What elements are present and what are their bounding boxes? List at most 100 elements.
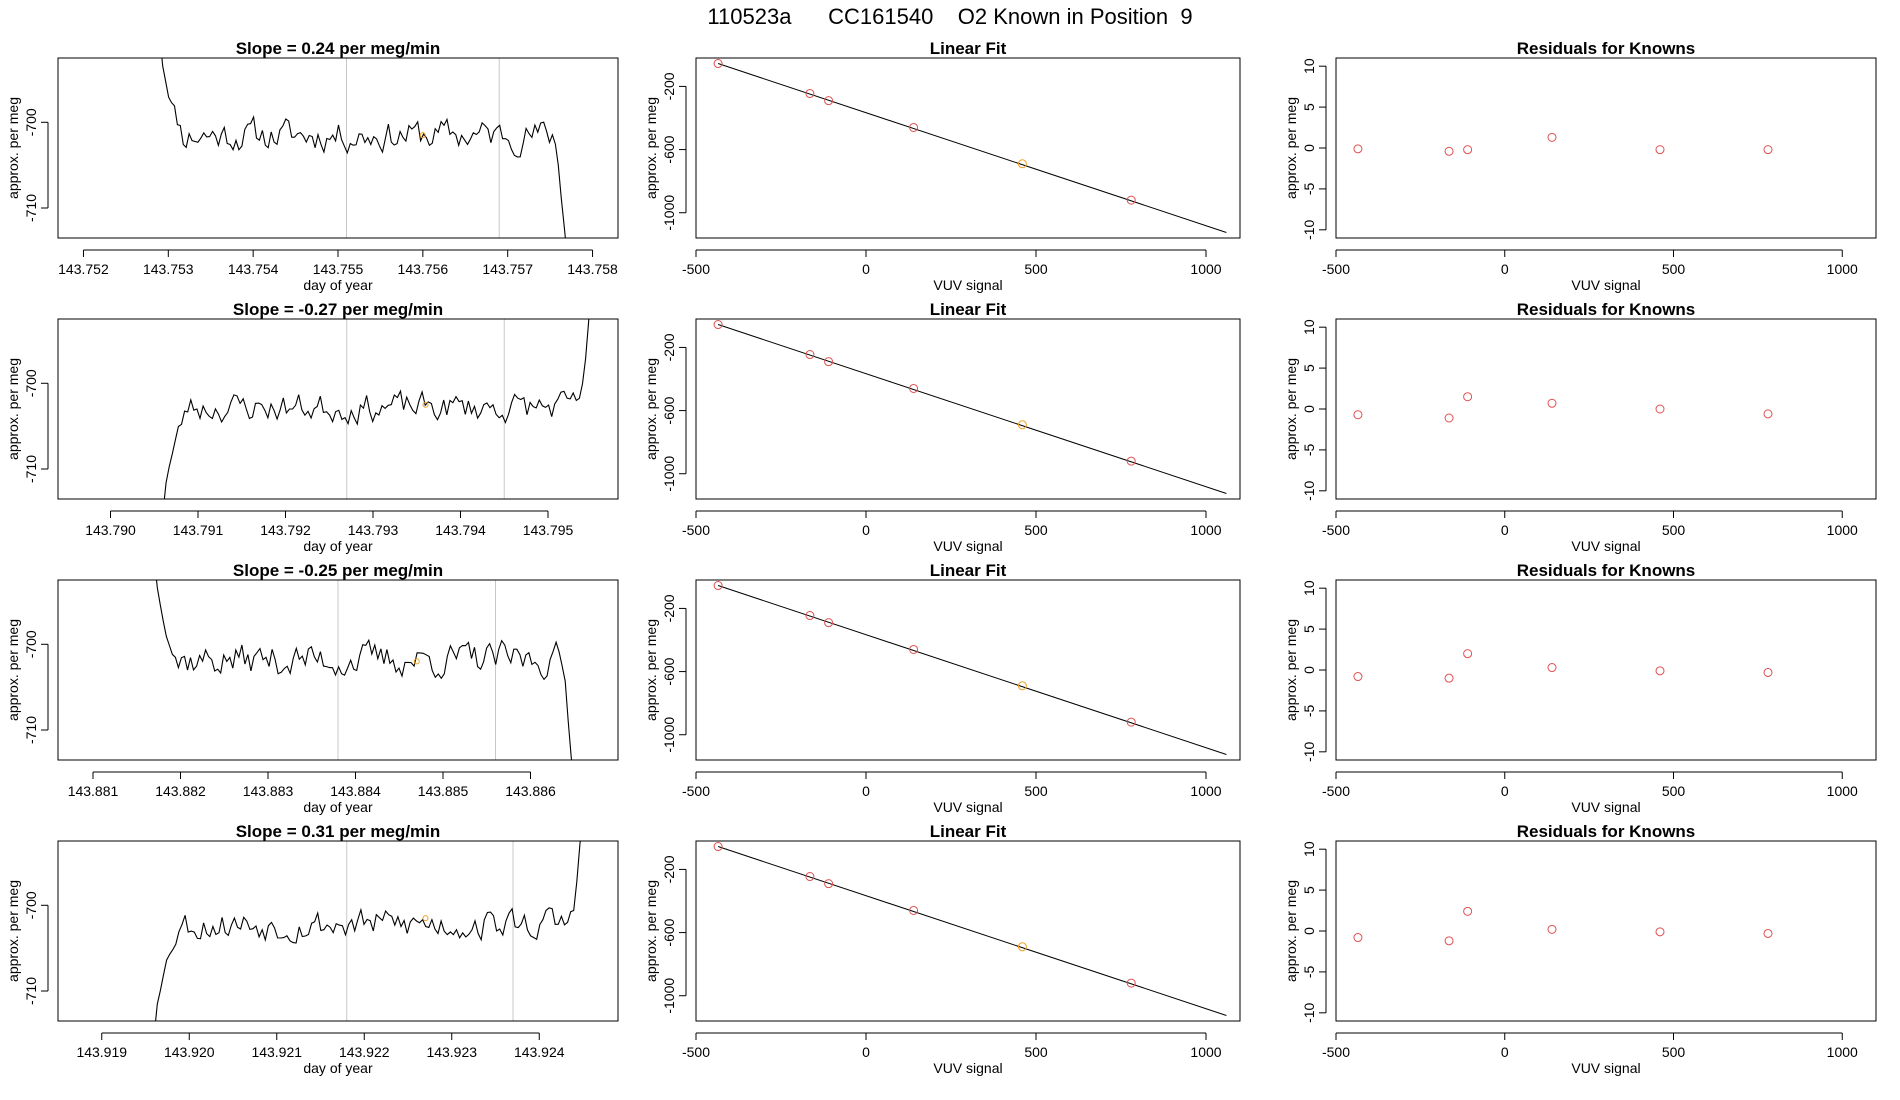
fit-point-3 — [909, 383, 919, 393]
x-tick-label: 0 — [1501, 522, 1509, 538]
panel-line-r1c0: Slope = -0.27 per meg/min day of year appr… — [5, 300, 619, 554]
residual-point-4 — [1655, 404, 1665, 414]
residual-point-5 — [1763, 145, 1773, 155]
x-tick-label: 500 — [1662, 522, 1686, 538]
panel-bar_fit-r3c1: Linear Fit VUV signal approx. per meg -500 0… — [643, 822, 1241, 1076]
y-axis-label: approx. per meg — [643, 358, 659, 460]
y-tick-label: 10 — [1301, 319, 1317, 335]
y-axis-label: approx. per meg — [5, 97, 21, 199]
y-tick-label: 5 — [1301, 625, 1317, 633]
x-tick-label: 1000 — [1827, 783, 1858, 799]
x-tick-label: 143.919 — [76, 1044, 127, 1060]
x-tick-label: 500 — [1024, 261, 1048, 277]
residual-point-0 — [1353, 410, 1363, 420]
y-tick-label: 5 — [1301, 103, 1317, 111]
y-axis-label: approx. per meg — [643, 880, 659, 982]
x-tick-label: -500 — [682, 783, 710, 799]
x-tick-label: 143.752 — [58, 261, 109, 277]
fit-point-4 — [1017, 420, 1027, 430]
residual-point-0 — [1353, 933, 1363, 943]
x-tick-label: 143.792 — [260, 522, 311, 538]
x-tick-label: 143.757 — [482, 261, 533, 277]
y-axis-label: approx. per meg — [1283, 97, 1299, 199]
current-sample-point — [422, 401, 429, 408]
x-tick-label: 143.923 — [426, 1044, 477, 1060]
x-tick-label: 143.791 — [173, 522, 224, 538]
plot-area — [713, 320, 1227, 494]
x-tick-label: 143.754 — [228, 261, 279, 277]
plot-area — [713, 842, 1227, 1016]
x-tick-label: 143.793 — [348, 522, 399, 538]
fit-point-3 — [909, 644, 919, 654]
residual-point-4 — [1655, 927, 1665, 937]
plot-frame — [695, 579, 1241, 761]
plot-area — [155, 580, 573, 760]
x-tick-label: 143.886 — [505, 783, 556, 799]
residual-point-0 — [1353, 672, 1363, 682]
x-tick-label: 0 — [862, 261, 870, 277]
x-axis-label: VUV signal — [1571, 538, 1640, 554]
fit-line — [717, 324, 1227, 494]
y-tick-label: 5 — [1301, 886, 1317, 894]
fit-point-4 — [1017, 942, 1027, 952]
y-tick-label: -5 — [1301, 443, 1317, 456]
x-axis-label: day of year — [303, 538, 373, 554]
panel-line-r2c0: Slope = -0.25 per meg/min day of year appr… — [5, 561, 619, 815]
x-tick-label: 1000 — [1190, 522, 1221, 538]
y-tick-label: -710 — [23, 977, 39, 1005]
plot-frame — [1335, 318, 1877, 500]
plot-frame — [57, 579, 619, 761]
current-sample-point — [413, 658, 420, 665]
x-tick-label: 143.795 — [523, 522, 574, 538]
x-tick-label: 0 — [862, 783, 870, 799]
y-tick-label: 10 — [1301, 580, 1317, 596]
y-tick-label: 10 — [1301, 58, 1317, 74]
residual-point-2 — [1463, 906, 1473, 916]
residual-point-5 — [1763, 409, 1773, 419]
x-tick-label: 143.922 — [339, 1044, 390, 1060]
y-axis-label: approx. per meg — [5, 619, 21, 721]
plot-frame — [695, 840, 1241, 1022]
panel-scatter-r0c2: Residuals for Knowns VUV signal approx. pe… — [1283, 39, 1877, 293]
x-tick-label: 500 — [1024, 1044, 1048, 1060]
y-tick-label: -700 — [23, 630, 39, 658]
fit-point-5 — [1126, 195, 1136, 205]
panel-title: Residuals for Knowns — [1517, 39, 1696, 58]
y-tick-label: -10 — [1301, 480, 1317, 500]
y-tick-label: 0 — [1301, 144, 1317, 152]
x-axis-label: day of year — [303, 799, 373, 815]
plot-frame — [57, 57, 619, 239]
y-axis-label: approx. per meg — [1283, 880, 1299, 982]
x-tick-label: 143.921 — [251, 1044, 302, 1060]
y-tick-label: -710 — [23, 716, 39, 744]
y-axis-label: approx. per meg — [5, 880, 21, 982]
y-tick-label: 0 — [1301, 405, 1317, 413]
residual-point-1 — [1444, 936, 1454, 946]
data-trace — [161, 58, 566, 238]
x-tick-label: 143.924 — [514, 1044, 565, 1060]
fit-line — [717, 846, 1227, 1016]
x-tick-label: -500 — [682, 522, 710, 538]
x-axis-label: VUV signal — [933, 1060, 1002, 1076]
y-tick-label: -710 — [23, 194, 39, 222]
fit-point-3 — [909, 905, 919, 915]
x-axis-label: VUV signal — [1571, 277, 1640, 293]
x-tick-label: 500 — [1024, 783, 1048, 799]
x-tick-label: 1000 — [1190, 783, 1221, 799]
x-tick-label: 0 — [862, 522, 870, 538]
fit-point-2 — [824, 879, 834, 889]
x-axis-label: day of year — [303, 1060, 373, 1076]
y-tick-label: -600 — [661, 135, 677, 163]
y-tick-label: -710 — [23, 455, 39, 483]
x-axis-label: VUV signal — [1571, 799, 1640, 815]
residual-point-1 — [1444, 413, 1454, 423]
x-tick-label: -500 — [1322, 261, 1350, 277]
fit-point-3 — [909, 122, 919, 132]
y-tick-label: -1000 — [661, 978, 677, 1014]
plot-area — [161, 58, 566, 238]
plot-frame — [57, 840, 619, 1022]
x-tick-label: 500 — [1662, 783, 1686, 799]
panel-bar_fit-r1c1: Linear Fit VUV signal approx. per meg -500 0… — [643, 300, 1241, 554]
fit-point-4 — [1017, 159, 1027, 169]
y-tick-label: -200 — [661, 333, 677, 361]
